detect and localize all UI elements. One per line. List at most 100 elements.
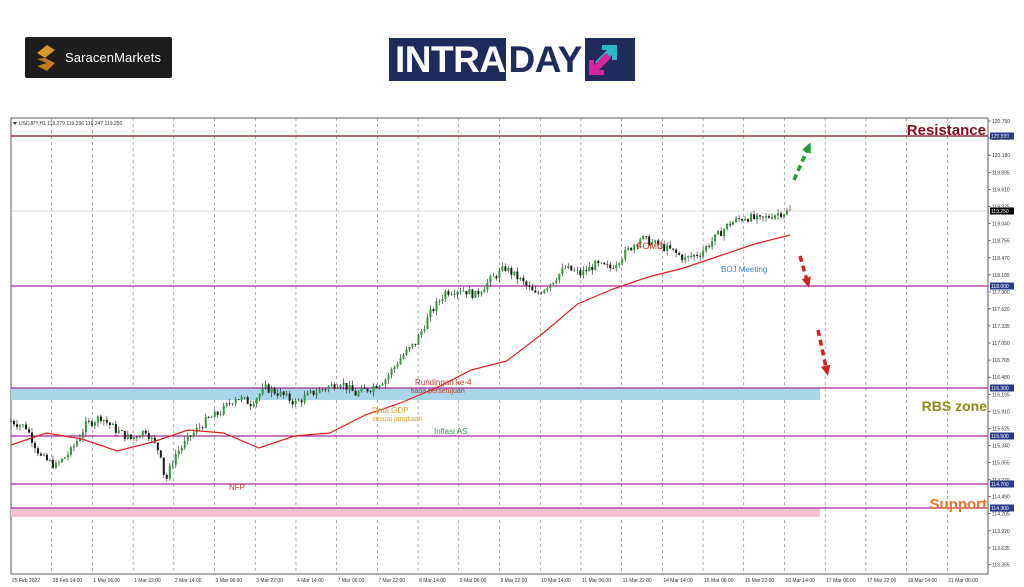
candle-body: [171, 464, 174, 466]
candle-body: [366, 388, 369, 392]
candle-body: [468, 289, 471, 295]
candle-body: [54, 462, 57, 468]
level-price-label: 116.300: [991, 386, 1009, 392]
candle-body: [225, 403, 228, 406]
candle-body: [261, 387, 264, 395]
candle-body: [672, 248, 675, 250]
y-tick-label: 117.620: [992, 307, 1010, 313]
candle-body: [432, 309, 435, 312]
candle-body: [642, 236, 645, 240]
y-tick-label: 119.610: [992, 187, 1010, 193]
candle-body: [732, 221, 735, 225]
intraday-logo: INTRA DAY: [389, 38, 635, 81]
candle-body: [429, 309, 432, 318]
candle-body: [543, 289, 546, 294]
candle-body: [546, 288, 549, 290]
y-tick-label: 113.355: [992, 563, 1010, 569]
candle-body: [150, 437, 153, 439]
candle-body: [762, 216, 765, 218]
candle-body: [306, 392, 309, 396]
candle-body: [750, 214, 753, 222]
zone-band: [11, 388, 820, 400]
candle-body: [612, 268, 615, 269]
candle-body: [639, 239, 642, 246]
candle-body: [12, 421, 15, 425]
candle-body: [243, 397, 246, 398]
candle-body: [387, 375, 390, 380]
level-price-tag: [990, 432, 1014, 440]
candle-body: [33, 442, 36, 449]
candle-body: [609, 264, 612, 269]
candle-body: [321, 389, 324, 391]
level-price-tag: [990, 282, 1014, 290]
resistance-label: Resistance: [907, 122, 986, 139]
candle-body: [537, 292, 540, 294]
candle-body: [210, 417, 213, 418]
candle-body: [423, 329, 426, 332]
y-tick-label: 119.895: [992, 170, 1010, 176]
x-tick-label: 25 Feb 2022: [12, 578, 40, 584]
candle-body: [159, 450, 162, 458]
candle-body: [72, 445, 75, 448]
candle-body: [447, 291, 450, 295]
candle-body: [771, 217, 774, 219]
candle-body: [408, 347, 411, 350]
y-tick-label: 113.920: [992, 529, 1010, 535]
x-tick-label: 1 Mar 06:00: [93, 578, 120, 584]
candle-body: [297, 400, 300, 401]
annotation-fomc: FOMC: [637, 241, 664, 251]
x-tick-label: 14 Mar 14:00: [663, 578, 693, 584]
x-tick-label: 3 Mar 06:00: [216, 578, 243, 584]
level-price-label: 115.500: [991, 434, 1009, 440]
candle-body: [657, 240, 660, 246]
candle-body: [117, 430, 120, 433]
candle-body: [174, 454, 177, 465]
candle-body: [789, 209, 791, 211]
candle-body: [435, 301, 438, 312]
candle-body: [285, 393, 288, 396]
level-price-tag: [990, 132, 1014, 140]
candle-body: [687, 256, 690, 258]
candle-body: [618, 263, 621, 266]
candle-body: [132, 437, 135, 440]
candle-body: [525, 281, 528, 286]
candle-body: [96, 416, 99, 423]
candle-body: [456, 291, 459, 295]
candle-body: [711, 241, 714, 247]
candle-body: [561, 268, 564, 274]
candle-body: [312, 390, 315, 395]
candle-body: [93, 422, 96, 426]
candle-body: [756, 215, 759, 220]
candle-body: [681, 254, 684, 261]
candle-body: [144, 430, 147, 434]
y-tick-label: 118.470: [992, 256, 1010, 262]
candle-body: [357, 391, 360, 396]
candle-body: [147, 433, 150, 439]
candle-body: [222, 405, 225, 415]
candle-body: [774, 215, 777, 219]
candle-body: [702, 250, 705, 257]
x-tick-label: 17 Mar 06:00: [826, 578, 856, 584]
candle-body: [270, 388, 273, 393]
candle-body: [315, 392, 318, 395]
last-price-label: 119.250: [991, 209, 1009, 215]
candle-body: [393, 366, 396, 370]
y-tick-label: 117.050: [992, 341, 1010, 347]
candle-body: [264, 384, 267, 388]
candle-body: [219, 414, 222, 415]
candle-body: [231, 403, 234, 405]
candle-body: [276, 393, 279, 396]
candle-body: [378, 385, 381, 388]
candle-body: [759, 215, 762, 217]
candle-body: [192, 432, 195, 437]
candle-body: [405, 349, 408, 356]
annotation-nfp: NFP: [229, 483, 245, 492]
candle-body: [204, 416, 207, 428]
x-tick-label: 1 Mar 22:00: [134, 578, 161, 584]
symbol-dropdown-icon[interactable]: [13, 122, 17, 125]
rbs-zone-label: RBS zone: [922, 398, 988, 414]
candle-body: [123, 430, 126, 439]
y-tick-label: 116.480: [992, 375, 1010, 381]
candle-body: [279, 391, 282, 396]
